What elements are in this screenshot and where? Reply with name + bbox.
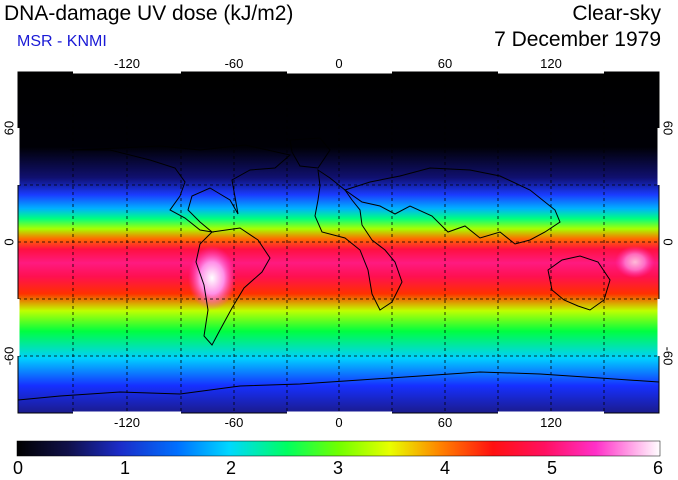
lon-tick-bottom: -120	[113, 415, 141, 430]
credit-label: MSR - KNMI	[17, 33, 107, 50]
lat-tick-left: -60	[1, 346, 17, 366]
lat-tick-right: 60	[660, 120, 676, 136]
lon-tick-top: -60	[224, 56, 244, 71]
colorbar-label: 4	[439, 458, 451, 478]
lon-tick-top: 120	[540, 56, 562, 71]
lon-tick-top: 60	[437, 56, 453, 71]
colorbar-label: 2	[225, 458, 237, 478]
lon-tick-bottom: 0	[335, 415, 343, 430]
sky-condition-label: Clear-sky	[572, 2, 661, 25]
australia-hotspot	[615, 246, 655, 278]
colorbar-label: 1	[119, 458, 131, 478]
lon-tick-bottom: 120	[540, 415, 562, 430]
lat-tick-left: 60	[1, 120, 17, 136]
date-label: 7 December 1979	[494, 28, 661, 51]
antarctica-coast	[17, 371, 660, 401]
lon-tick-top: 0	[335, 56, 343, 71]
uv-field	[18, 72, 659, 413]
north-america-coast	[69, 144, 292, 233]
colorbar-label: 0	[12, 458, 24, 478]
colorbar-label: 5	[546, 458, 558, 478]
frame-ticks	[16, 70, 661, 415]
map-title: DNA-damage UV dose (kJ/m2)	[4, 2, 294, 25]
lon-tick-top: -120	[113, 56, 141, 71]
lon-tick-bottom: 60	[437, 415, 453, 430]
lat-lon-grid	[18, 72, 659, 413]
lat-tick-right: 0	[660, 238, 676, 246]
colorbar-label: 3	[332, 458, 344, 478]
lat-tick-left: 0	[1, 238, 17, 246]
south-america-coast	[195, 227, 271, 346]
andes-hotspot	[188, 246, 236, 310]
colorbar-label: 6	[652, 458, 664, 478]
lat-tick-right: -60	[660, 346, 676, 366]
colorbar	[16, 440, 661, 457]
greenland-coast	[289, 137, 331, 169]
lon-tick-bottom: -60	[224, 415, 244, 430]
